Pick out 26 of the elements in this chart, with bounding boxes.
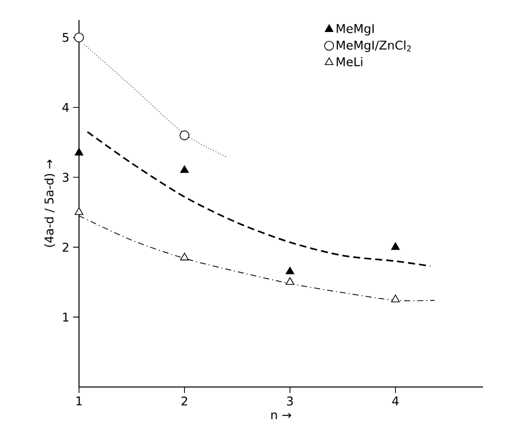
x-tick-label: 1 [76,396,82,406]
line-series [86,131,432,267]
point [391,242,400,250]
point [286,277,294,285]
y-axis-title: (4a-d / 5a-d) → [44,160,55,247]
x-tick-label: 3 [287,396,293,406]
point [180,165,189,173]
x-axis-title: n → [271,412,292,420]
y-tick-label: 4 [62,102,69,112]
point [74,148,84,156]
y-tick-label: 2 [62,242,68,252]
y-tick-label: 3 [62,172,69,182]
legend-label: MeMgI [336,24,374,36]
legend-label: MeMgI/ZnCl$_{2}$ [336,40,411,52]
point [391,294,400,302]
point [74,32,84,42]
point [286,266,294,274]
point [74,207,84,215]
point [180,130,190,140]
x-tick-label: 4 [392,396,399,406]
x-tick-label: 2 [182,396,188,406]
point [180,252,189,260]
y-tick-label: 5 [62,33,68,42]
legend-label: MeLi [336,57,362,66]
y-tick-label: 1 [63,312,68,322]
line-series [84,44,228,158]
